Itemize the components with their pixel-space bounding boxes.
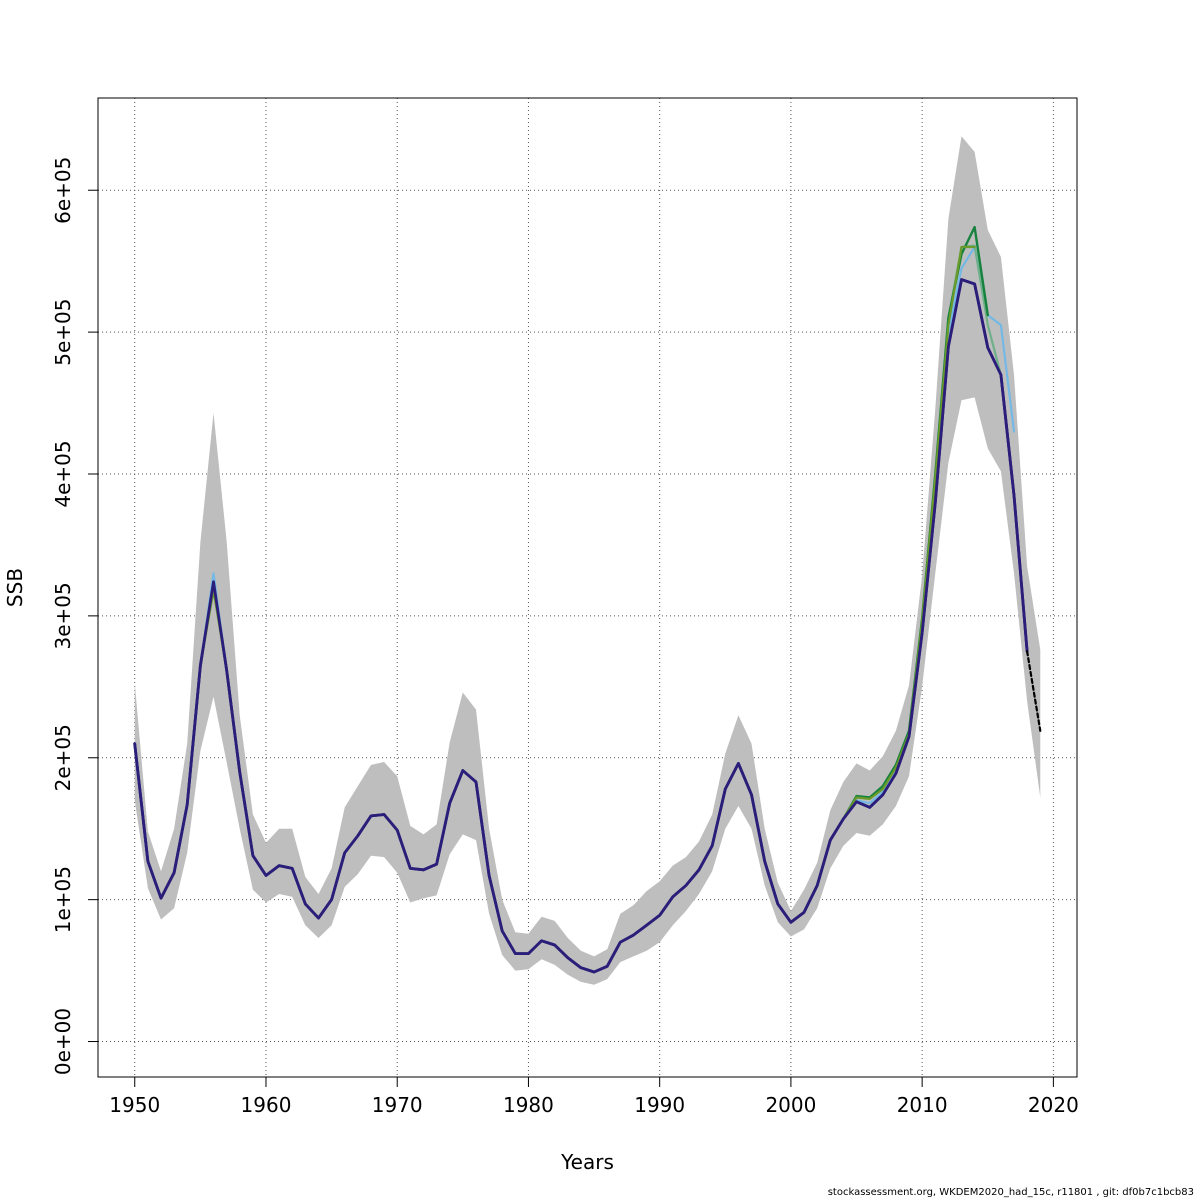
- x-tick-label-6: 2010: [897, 1093, 948, 1117]
- series-line-5: [133, 278, 1029, 974]
- x-tick-label-5: 2000: [765, 1093, 816, 1117]
- y-tick-label-0: 0e+00: [51, 1008, 75, 1075]
- y-tick-label-1: 1e+05: [51, 866, 75, 933]
- y-tick-label-3: 3e+05: [51, 582, 75, 649]
- x-tick-label-3: 1980: [503, 1093, 554, 1117]
- y-tick-label-4: 4e+05: [51, 440, 75, 507]
- x-axis-title: Years: [560, 1150, 614, 1174]
- x-tick-label-2: 1970: [372, 1093, 423, 1117]
- y-tick-label-2: 2e+05: [51, 724, 75, 791]
- x-tick-label-4: 1990: [634, 1093, 685, 1117]
- footer-credit: stockassessment.org, WKDEM2020_had_15c, …: [827, 1187, 1194, 1198]
- x-axis: 1950 1960 1970 1980 1990 2000 2010 2020: [109, 1076, 1079, 1117]
- series-lines: [133, 225, 1042, 974]
- x-tick-label-7: 2020: [1028, 1093, 1079, 1117]
- y-tick-label-5: 5e+05: [51, 298, 75, 365]
- x-tick-label-1: 1960: [241, 1093, 292, 1117]
- y-axis: 0e+00 1e+05 2e+05 3e+05 4e+05 5e+05 6e+05: [51, 157, 99, 1075]
- y-axis-title: SSB: [3, 568, 27, 607]
- confidence-band: [134, 136, 1041, 985]
- y-tick-label-6: 6e+05: [51, 157, 75, 224]
- x-tick-label-0: 1950: [109, 1093, 160, 1117]
- confidence-band-area: [134, 136, 1041, 985]
- series-line-6: [1025, 650, 1042, 732]
